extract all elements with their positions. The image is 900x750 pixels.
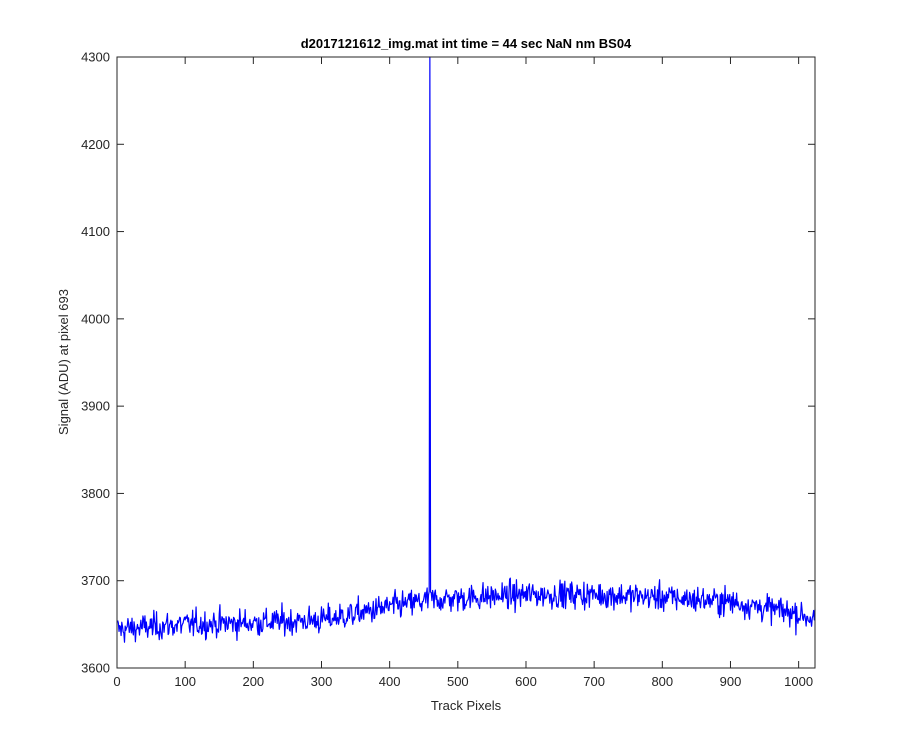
- x-axis-label: Track Pixels: [431, 698, 502, 713]
- series-line: [117, 56, 816, 643]
- x-tick-label: 500: [447, 674, 469, 689]
- x-tick-label: 600: [515, 674, 537, 689]
- x-tick-label: 800: [651, 674, 673, 689]
- x-tick-label: 0: [113, 674, 120, 689]
- y-tick-label: 4000: [81, 311, 110, 326]
- plot-frame: [116, 56, 816, 669]
- y-tick-label: 4300: [81, 50, 110, 65]
- y-tick-label: 4100: [81, 224, 110, 239]
- y-axis-label: Signal (ADU) at pixel 693: [56, 289, 71, 435]
- x-tick-label: 400: [379, 674, 401, 689]
- x-tick-label: 300: [311, 674, 333, 689]
- chart-title: d2017121612_img.mat int time = 44 sec Na…: [301, 36, 632, 51]
- x-tick-label: 900: [720, 674, 742, 689]
- y-tick-label: 3600: [81, 661, 110, 676]
- y-tick-label: 3700: [81, 573, 110, 588]
- x-tick-label: 1000: [784, 674, 813, 689]
- x-tick-label: 200: [242, 674, 264, 689]
- x-tick-label: 100: [174, 674, 196, 689]
- y-tick-label: 3800: [81, 486, 110, 501]
- y-tick-label: 4200: [81, 137, 110, 152]
- y-tick-label: 3900: [81, 399, 110, 414]
- x-tick-label: 700: [583, 674, 605, 689]
- axis-tick-labels: 0 100 200 300 400 500 600 700 800 900 1000 3600 3700…: [81, 50, 813, 690]
- plot-area: [117, 57, 815, 668]
